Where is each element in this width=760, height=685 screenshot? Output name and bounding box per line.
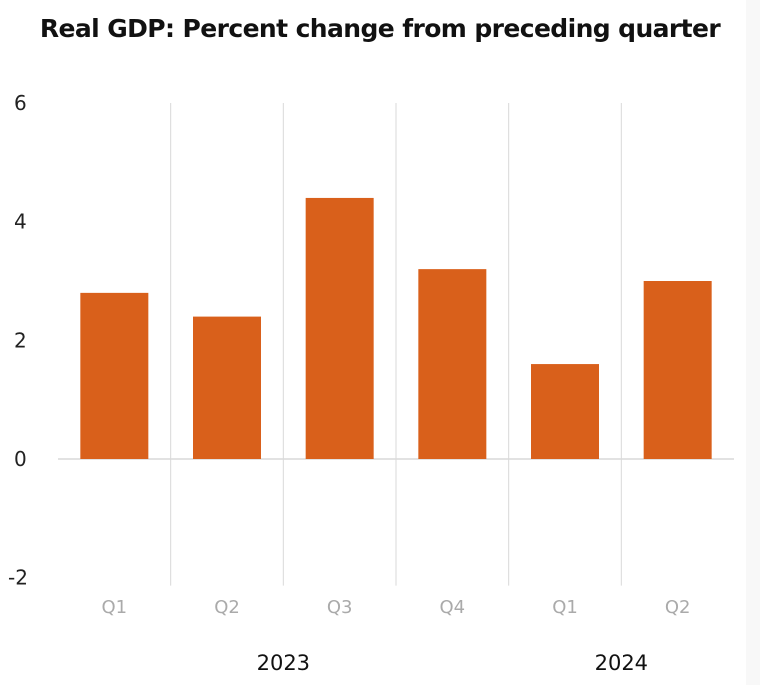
x-tick-label: Q3 (327, 597, 353, 618)
year-labels: 2023 2024 (257, 651, 648, 675)
y-tick-label: 4 (14, 210, 27, 234)
x-tick-label: Q1 (552, 597, 578, 618)
y-tick-label: 2 (14, 328, 27, 352)
bars (80, 197, 712, 459)
y-tick-label: 0 (14, 447, 27, 471)
bar (193, 316, 261, 459)
x-tick-label: Q4 (440, 597, 466, 618)
right-edge-strip (746, 0, 760, 685)
chart-title: Real GDP: Percent change from preceding … (39, 14, 721, 43)
x-tick-label: Q1 (102, 597, 128, 618)
year-group-label: 2023 (257, 651, 310, 675)
gridlines (58, 103, 734, 586)
bar (643, 281, 712, 459)
y-axis-ticks: -2 0 2 4 6 (8, 91, 28, 590)
x-axis-ticks: Q1 Q2 Q3 Q4 Q1 Q2 (102, 597, 691, 618)
bar (418, 269, 487, 459)
bar (305, 197, 374, 459)
x-tick-label: Q2 (665, 597, 691, 618)
year-group-label: 2024 (595, 651, 648, 675)
bar (531, 364, 599, 459)
y-tick-label: -2 (8, 566, 28, 590)
bar (80, 292, 149, 459)
x-tick-label: Q2 (214, 597, 240, 618)
y-tick-label: 6 (14, 91, 27, 115)
